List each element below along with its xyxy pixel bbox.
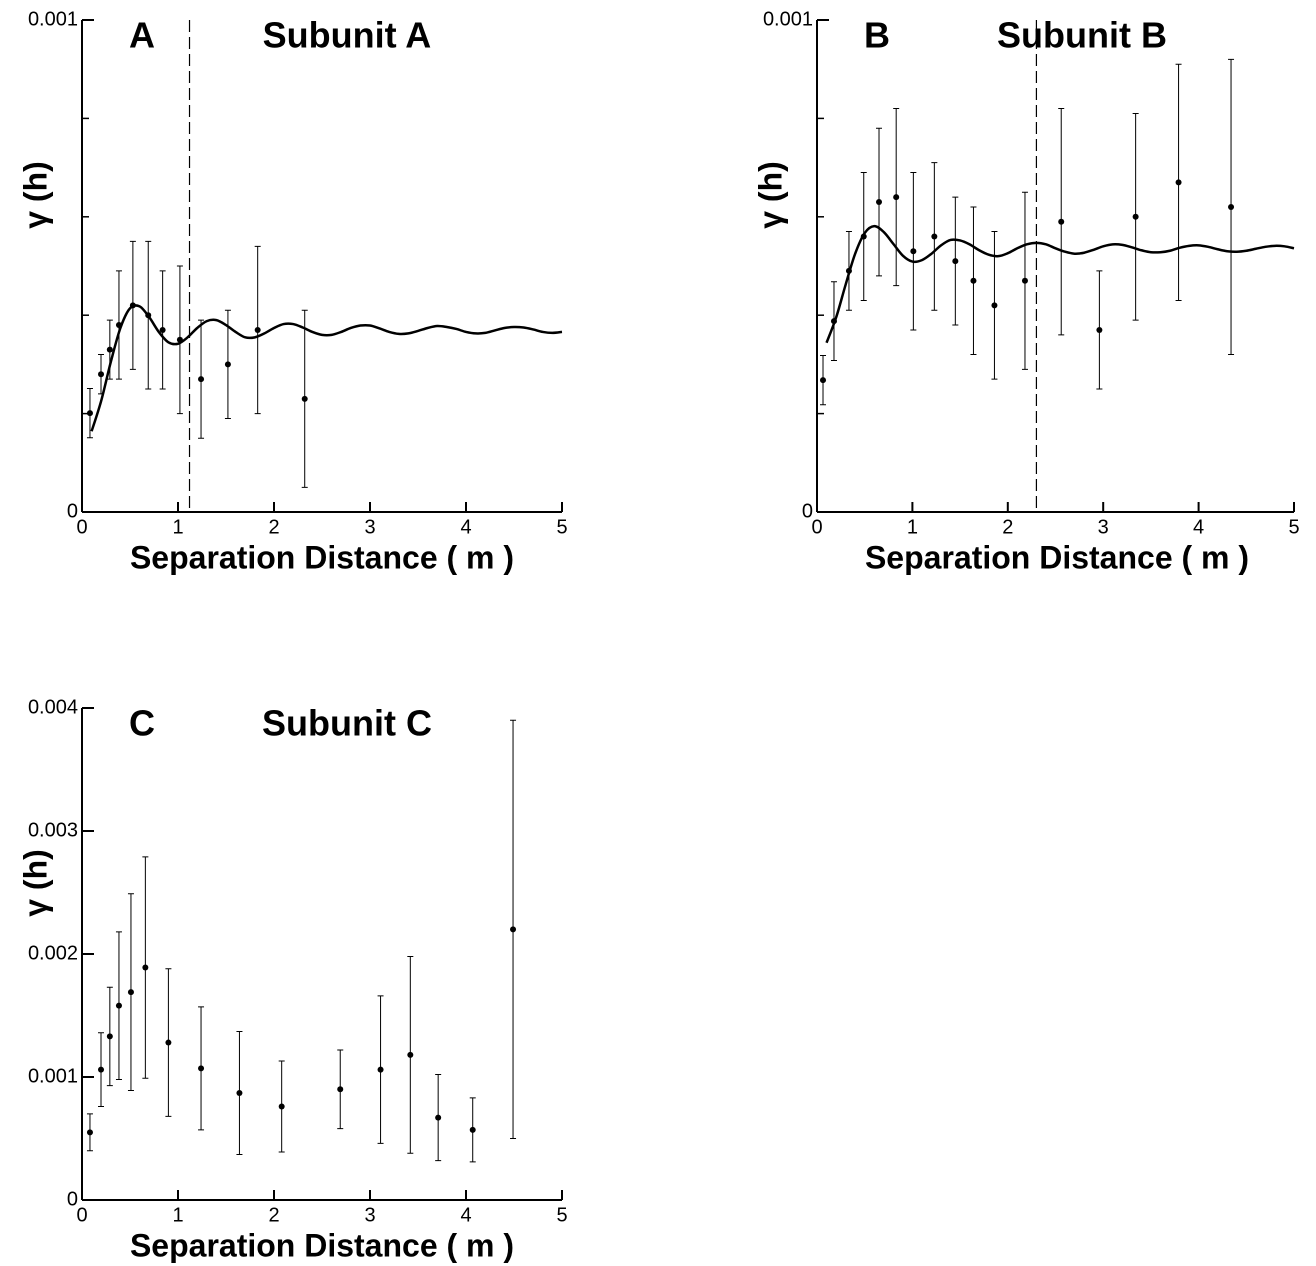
data-point (278, 1103, 285, 1110)
y-axis-label: γ (h) (17, 849, 53, 917)
x-tick-label: 1 (907, 516, 918, 538)
panel-label: A (129, 15, 155, 56)
data-point (820, 377, 827, 384)
y-axis-label: γ (h) (752, 161, 788, 229)
x-tick-label: 3 (364, 1204, 375, 1226)
x-tick-label: 0 (76, 516, 87, 538)
x-tick-label: 5 (556, 1204, 567, 1226)
y-tick-label: 0.001 (763, 8, 813, 30)
x-tick-label: 1 (172, 1204, 183, 1226)
data-point (830, 318, 837, 325)
data-point (910, 248, 917, 255)
data-point (1228, 203, 1235, 210)
data-point (931, 233, 938, 240)
data-point (198, 1065, 205, 1072)
data-point (142, 964, 149, 971)
data-point (876, 199, 883, 206)
data-point (337, 1086, 344, 1093)
data-point (970, 277, 977, 284)
x-tick-label: 2 (268, 1204, 279, 1226)
data-point (301, 395, 308, 402)
y-tick-label: 0.001 (28, 8, 78, 30)
data-point (893, 194, 900, 201)
x-tick-label: 3 (1098, 516, 1109, 538)
y-tick-label: 0 (802, 500, 813, 522)
data-point (224, 361, 231, 368)
x-axis-label: Separation Distance ( m ) (130, 539, 514, 575)
data-point (98, 1066, 105, 1073)
model-curve (90, 304, 563, 432)
data-point (127, 989, 134, 996)
data-point (435, 1114, 442, 1121)
data-point (1175, 179, 1182, 186)
x-tick-label: 5 (1288, 516, 1299, 538)
panel-label: C (129, 703, 155, 744)
data-point (165, 1039, 172, 1046)
data-point (159, 326, 166, 333)
x-tick-label: 4 (460, 1204, 471, 1226)
data-point (86, 410, 93, 417)
y-tick-label: 0 (67, 500, 78, 522)
x-tick-label: 4 (1193, 516, 1204, 538)
data-point (1132, 213, 1139, 220)
data-point (377, 1066, 384, 1073)
y-tick-label: 0 (67, 1188, 78, 1210)
data-point (952, 258, 959, 265)
data-point (176, 336, 183, 343)
x-tick-label: 5 (556, 516, 567, 538)
data-point (510, 926, 517, 933)
x-tick-label: 3 (364, 516, 375, 538)
data-point (469, 1126, 476, 1133)
data-point (129, 302, 136, 309)
x-tick-label: 2 (268, 516, 279, 538)
chart-title: Subunit B (997, 15, 1167, 56)
data-point (115, 1002, 122, 1009)
data-point (145, 312, 152, 319)
x-tick-label: 4 (460, 516, 471, 538)
x-tick-label: 1 (172, 516, 183, 538)
data-point (106, 1033, 113, 1040)
data-point (1096, 326, 1103, 333)
model-curve (825, 224, 1295, 344)
y-tick-label: 0.003 (28, 819, 78, 841)
x-axis-label: Separation Distance ( m ) (865, 539, 1249, 575)
x-tick-label: 0 (811, 516, 822, 538)
x-axis-label: Separation Distance ( m ) (130, 1227, 514, 1263)
data-point (991, 302, 998, 309)
x-tick-label: 2 (1002, 516, 1013, 538)
data-point (106, 346, 113, 353)
data-point (254, 326, 261, 333)
data-point (860, 233, 867, 240)
y-tick-label: 0.001 (28, 1065, 78, 1087)
data-point (1021, 277, 1028, 284)
y-tick-label: 0.002 (28, 942, 78, 964)
data-point (86, 1129, 93, 1136)
data-point (198, 376, 205, 383)
x-tick-label: 0 (76, 1204, 87, 1226)
data-point (115, 322, 122, 329)
y-tick-label: 0.004 (28, 696, 78, 718)
data-point (407, 1051, 414, 1058)
data-point (98, 371, 105, 378)
chart-title: Subunit A (263, 15, 432, 56)
y-axis-label: γ (h) (17, 161, 53, 229)
data-point (845, 267, 852, 274)
panel-label: B (864, 15, 890, 56)
data-point (236, 1089, 243, 1096)
chart-title: Subunit C (262, 703, 432, 744)
data-point (1058, 218, 1065, 225)
